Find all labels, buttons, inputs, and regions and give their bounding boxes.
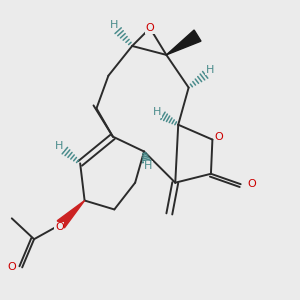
Text: H: H <box>55 140 64 151</box>
Text: H: H <box>110 20 118 30</box>
Text: O: O <box>8 262 16 272</box>
Text: H: H <box>153 107 161 117</box>
Polygon shape <box>57 200 85 228</box>
Text: O: O <box>214 132 223 142</box>
Text: H: H <box>206 65 214 75</box>
Polygon shape <box>166 30 201 55</box>
Text: O: O <box>55 222 64 232</box>
Text: O: O <box>248 179 256 189</box>
Text: O: O <box>146 23 154 33</box>
Text: H: H <box>144 161 153 171</box>
